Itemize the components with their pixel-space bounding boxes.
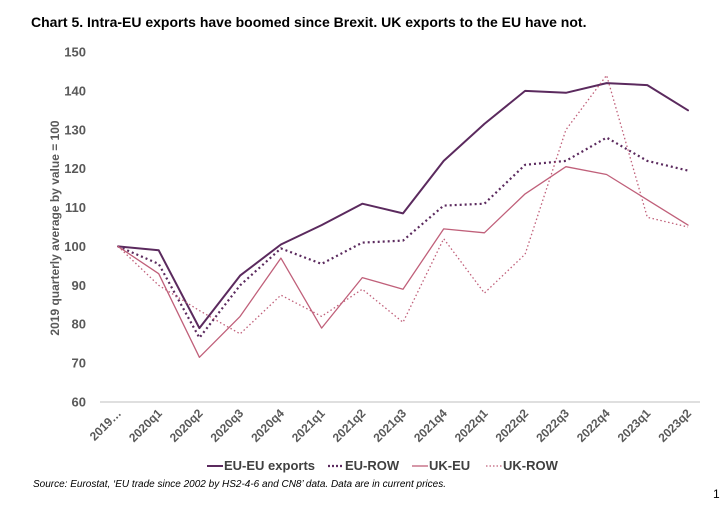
x-tick-label: 2022q2 bbox=[493, 406, 532, 445]
x-tick-label: 2020q1 bbox=[126, 406, 165, 445]
chart-title: Chart 5. Intra-EU exports have boomed si… bbox=[31, 14, 587, 30]
x-axis: 2019… 2020q1 2020q2 2020q3 2020q4 2021q1 2021q… bbox=[87, 406, 694, 445]
legend: EU-EU exports EU-ROW UK-EU UK-ROW bbox=[207, 458, 559, 473]
y-tick-label: 90 bbox=[72, 278, 86, 293]
x-tick-label: 2023q2 bbox=[655, 406, 694, 445]
x-tick-label: 2022q1 bbox=[452, 406, 491, 445]
page-number: 1 bbox=[713, 487, 720, 501]
series-lines bbox=[117, 74, 689, 358]
legend-label: UK-EU bbox=[429, 458, 470, 473]
x-tick-label: 2020q4 bbox=[248, 406, 287, 445]
series-line-uk-eu bbox=[117, 166, 689, 358]
x-tick-label: 2021q3 bbox=[370, 406, 409, 445]
y-tick-label: 70 bbox=[72, 356, 86, 371]
y-axis-label: 2019 quarterly average by value = 100 bbox=[48, 120, 62, 335]
legend-label: EU-EU exports bbox=[224, 458, 315, 473]
line-chart: 60 70 80 90 100 110 120 130 140 150 2019 quarterl… bbox=[48, 45, 700, 473]
x-tick-label: 2019… bbox=[87, 406, 124, 443]
y-axis: 60 70 80 90 100 110 120 130 140 150 bbox=[64, 45, 86, 410]
y-tick-label: 80 bbox=[72, 317, 86, 332]
x-tick-label: 2021q1 bbox=[289, 406, 328, 445]
y-tick-label: 120 bbox=[64, 161, 86, 176]
x-tick-label: 2021q4 bbox=[411, 406, 450, 445]
y-tick-label: 150 bbox=[64, 45, 86, 60]
y-tick-label: 110 bbox=[65, 200, 86, 215]
y-tick-label: 130 bbox=[64, 122, 86, 137]
x-tick-label: 2021q2 bbox=[330, 406, 369, 445]
legend-label: EU-ROW bbox=[345, 458, 400, 473]
x-tick-label: 2023q1 bbox=[615, 406, 654, 445]
y-tick-label: 60 bbox=[72, 395, 86, 410]
x-tick-label: 2022q3 bbox=[533, 406, 572, 445]
source-note: Source: Eurostat, ‘EU trade since 2002 b… bbox=[33, 479, 446, 490]
legend-label: UK-ROW bbox=[503, 458, 559, 473]
x-tick-label: 2020q2 bbox=[167, 406, 206, 445]
y-tick-label: 100 bbox=[64, 239, 86, 254]
y-tick-label: 140 bbox=[64, 83, 86, 98]
x-tick-label: 2020q3 bbox=[208, 406, 247, 445]
series-line-uk-row bbox=[117, 74, 689, 335]
x-tick-label: 2022q4 bbox=[574, 406, 613, 445]
series-line-eu-eu-exports bbox=[117, 82, 689, 330]
series-line-eu-row bbox=[117, 136, 689, 339]
